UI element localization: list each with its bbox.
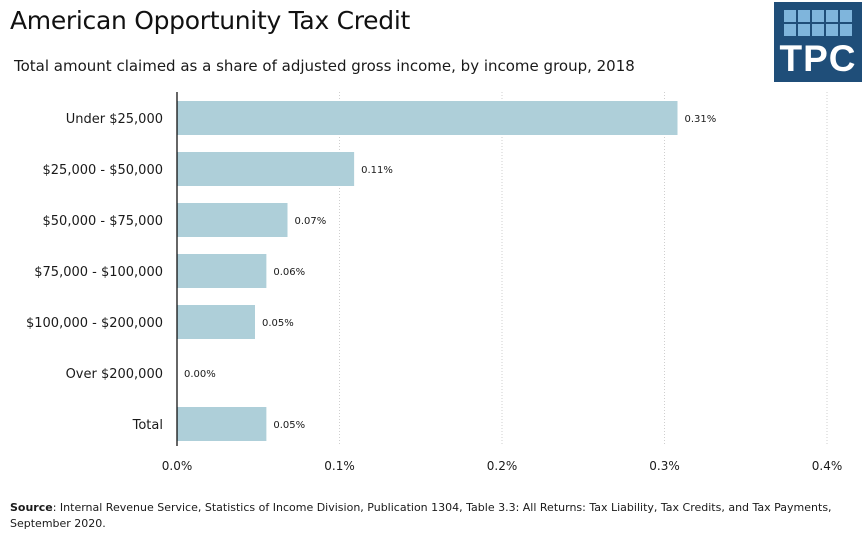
bar [177, 254, 267, 288]
data-label: 0.31% [685, 114, 717, 125]
x-tick-label: 0.1% [324, 459, 355, 473]
logo-cell [784, 10, 796, 22]
bar [177, 203, 288, 237]
logo-cell [812, 24, 824, 36]
x-tick-label: 0.3% [649, 459, 680, 473]
category-label: Total [132, 418, 163, 433]
data-label: 0.05% [273, 420, 305, 431]
category-label: $50,000 - $75,000 [43, 214, 163, 229]
logo-cell [812, 10, 824, 22]
logo-cell [840, 24, 852, 36]
logo-cell [798, 10, 810, 22]
category-label: Over $200,000 [66, 367, 163, 382]
category-label: Under $25,000 [66, 112, 163, 127]
tpc-logo: TPC [774, 2, 862, 82]
logo-cell [826, 24, 838, 36]
source-text: : Internal Revenue Service, Statistics o… [10, 501, 832, 530]
chart-subtitle: Total amount claimed as a share of adjus… [14, 57, 635, 75]
category-label: $25,000 - $50,000 [43, 163, 163, 178]
data-label: 0.06% [273, 267, 305, 278]
source-label: Source [10, 501, 53, 514]
chart-title: American Opportunity Tax Credit [10, 6, 410, 35]
x-tick-label: 0.0% [162, 459, 193, 473]
logo-cell [840, 10, 852, 22]
x-tick-label: 0.2% [487, 459, 518, 473]
logo-cell [784, 24, 796, 36]
source-note: Source: Internal Revenue Service, Statis… [10, 500, 850, 532]
data-label: 0.00% [184, 369, 216, 380]
bar-chart: Under $25,000 0.31% $25,000 - $50,000 0.11%… [26, 92, 843, 473]
data-label: 0.05% [262, 318, 294, 329]
logo-cell [826, 10, 838, 22]
category-label: $75,000 - $100,000 [34, 265, 163, 280]
data-label: 0.11% [361, 165, 393, 176]
bar [177, 152, 355, 186]
data-label: 0.07% [295, 216, 327, 227]
bar [177, 305, 255, 339]
bar [177, 101, 678, 135]
bar [177, 407, 267, 441]
logo-cell [798, 24, 810, 36]
category-label: $100,000 - $200,000 [26, 316, 163, 331]
logo-text: TPC [779, 38, 857, 79]
x-tick-label: 0.4% [812, 459, 843, 473]
